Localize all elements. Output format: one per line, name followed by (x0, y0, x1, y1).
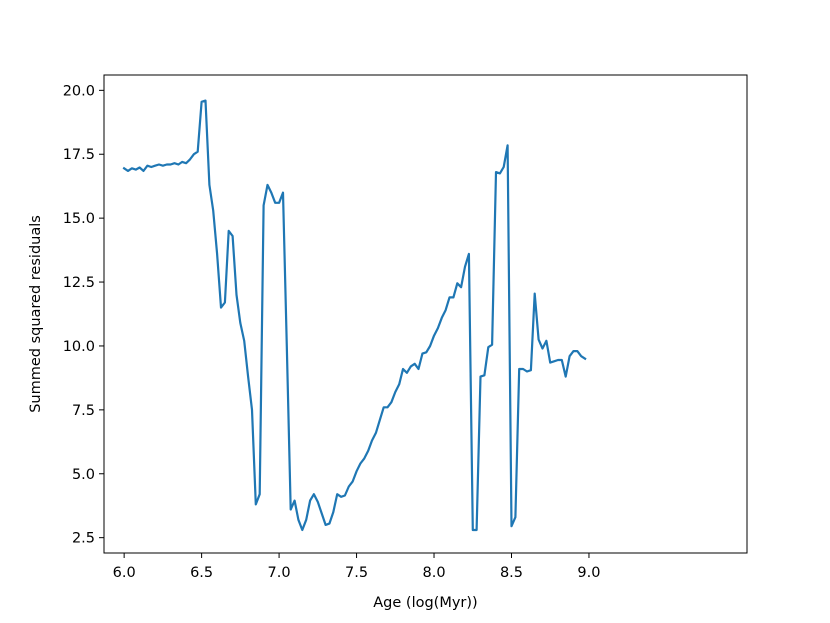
y-tick-label: 12.5 (63, 275, 95, 291)
y-tick-label: 2.5 (72, 531, 95, 547)
y-tick-label: 10.0 (63, 339, 95, 355)
y-tick-label: 5.0 (72, 467, 95, 483)
x-axis-label: Age (log(Myr)) (373, 595, 477, 611)
y-axis-label: Summed squared residuals (28, 215, 44, 413)
y-tick-label: 17.5 (63, 147, 95, 163)
y-tick-label: 15.0 (63, 211, 95, 227)
x-axis-ticks: 6.0 6.5 7.0 7.5 8.0 8.5 9.0 (113, 553, 600, 581)
x-tick-label: 8.5 (500, 565, 523, 581)
y-axis-ticks: 2.5 5.0 7.5 10.0 12.5 15.0 17.5 20.0 (63, 83, 104, 547)
plot-frame (103, 74, 748, 554)
x-tick-label: 9.0 (577, 565, 600, 581)
x-tick-label: 7.5 (345, 565, 368, 581)
x-tick-label: 7.0 (268, 565, 291, 581)
x-tick-label: 6.5 (190, 565, 213, 581)
x-tick-label: 8.0 (422, 565, 445, 581)
y-tick-label: 7.5 (72, 403, 95, 419)
plot-background (104, 75, 747, 553)
y-tick-label: 20.0 (63, 83, 95, 99)
series-line (122, 99, 587, 532)
x-tick-label: 6.0 (113, 565, 136, 581)
